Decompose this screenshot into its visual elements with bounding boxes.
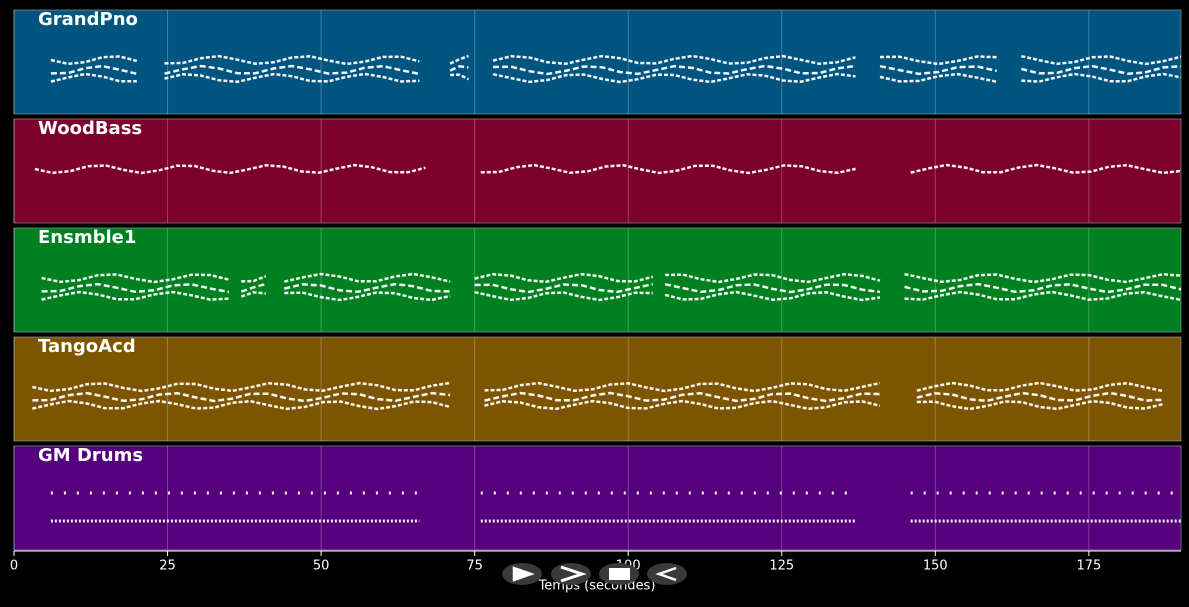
note-phrase [664, 272, 881, 302]
x-tick-label: 125 [769, 559, 794, 574]
note-phrase [449, 54, 470, 81]
notes [492, 54, 856, 66]
notes [164, 64, 420, 76]
notes [32, 391, 451, 403]
note-phrase [474, 272, 654, 302]
notes [474, 282, 654, 294]
notes [41, 273, 230, 284]
notes [664, 282, 881, 294]
notes [480, 163, 856, 175]
notes [449, 54, 469, 65]
note-phrase [50, 55, 138, 83]
note-phrase [910, 491, 1181, 523]
notes [450, 73, 470, 81]
notes [1020, 64, 1182, 76]
note-phrase [904, 272, 1182, 302]
playback-controls[interactable] [502, 563, 687, 585]
notes [879, 64, 997, 76]
x-tick-label: 50 [313, 559, 330, 574]
plot: GrandPno WoodBass Ensmble1 TangoAcd GM Drums… [10, 9, 1182, 574]
notes [284, 282, 451, 294]
notes [904, 282, 1182, 294]
notes [474, 272, 654, 284]
note-phrase [32, 381, 451, 411]
notes [449, 65, 469, 72]
notes [879, 72, 997, 84]
x-tick-label: 25 [159, 559, 176, 574]
notes [484, 391, 881, 403]
notes [284, 272, 451, 283]
note-phrase [480, 163, 856, 175]
notes [164, 54, 420, 66]
notes [665, 272, 881, 284]
note-phrase [480, 491, 856, 523]
note-phrase [879, 55, 997, 84]
notes [41, 290, 230, 301]
notes [50, 55, 138, 66]
rewind-button[interactable] [647, 563, 687, 585]
notes [240, 282, 267, 293]
note-phrase [240, 275, 267, 298]
notes [484, 381, 881, 393]
note-phrase [34, 163, 426, 175]
track-name: GM Drums [38, 445, 143, 466]
notes [32, 399, 451, 411]
note-phrase [492, 54, 856, 84]
notes [34, 163, 426, 175]
notes [164, 72, 420, 84]
notes [474, 290, 653, 302]
notes [916, 391, 1163, 403]
notes [492, 72, 856, 84]
note-phrase [50, 491, 420, 523]
note-phrase [164, 54, 420, 84]
note-phrase [916, 381, 1163, 411]
track-name: TangoAcd [38, 336, 136, 357]
track [13, 227, 1182, 333]
note-phrase [484, 381, 881, 411]
note-phrase [910, 163, 1182, 175]
notes [493, 64, 856, 76]
notes [41, 282, 230, 294]
notes [1021, 54, 1182, 66]
track [13, 9, 1182, 115]
notes [904, 272, 1182, 284]
notes [32, 381, 451, 393]
x-tick-label: 75 [466, 559, 483, 574]
track [13, 118, 1182, 224]
x-tick-label: 0 [10, 559, 18, 574]
note-phrase [1020, 54, 1182, 83]
notes [484, 399, 881, 411]
notes [50, 72, 137, 83]
x-tick-label: 175 [1076, 559, 1101, 574]
note-phrase [41, 273, 230, 301]
notes [879, 55, 997, 66]
notes [240, 291, 266, 298]
track-name: WoodBass [38, 118, 142, 139]
notes [1021, 72, 1182, 83]
notes [664, 290, 881, 302]
track-name: GrandPno [38, 9, 138, 30]
note-phrase [284, 272, 451, 302]
track [13, 445, 1182, 551]
notes [241, 275, 267, 283]
notes [904, 290, 1182, 302]
notes [50, 64, 138, 76]
track-name: Ensmble1 [38, 227, 136, 248]
x-tick-label: 150 [923, 559, 948, 574]
notes [910, 163, 1182, 175]
notes [284, 291, 451, 302]
